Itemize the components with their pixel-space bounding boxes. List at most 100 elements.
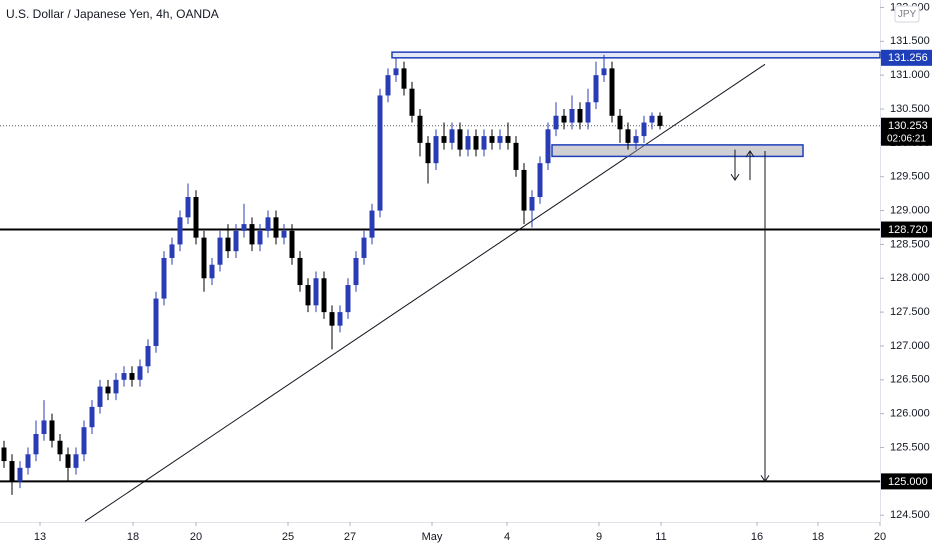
candle-body <box>441 136 447 143</box>
candle-body <box>577 109 583 123</box>
candle-body <box>601 68 607 76</box>
y-tick-label: 127.000 <box>890 340 930 352</box>
candle-body <box>41 420 47 434</box>
candle-body <box>345 285 351 313</box>
axes: 124.500 125.000 125.500 126.000 126.500 127.0… <box>34 1 932 543</box>
x-tick-label: 13 <box>34 531 46 543</box>
candle-body <box>1 447 7 462</box>
candle-body <box>65 454 71 468</box>
y-tick-label: 124.500 <box>890 509 930 521</box>
x-tick-label: May <box>422 531 443 543</box>
x-tick-label: 4 <box>504 531 510 543</box>
countdown-label: 02:06:21 <box>887 133 926 144</box>
candle-body <box>209 264 215 279</box>
y-tick-label: 131.500 <box>890 35 930 47</box>
candle-body <box>73 454 79 468</box>
candle-body <box>121 373 127 380</box>
x-tick-label: 16 <box>751 531 763 543</box>
x-tick-label: 25 <box>282 531 294 543</box>
x-tick-label: 9 <box>596 531 602 543</box>
y-tick-label: 131.000 <box>890 69 930 81</box>
candle-body <box>537 163 543 198</box>
candle-body <box>193 197 199 238</box>
y-tick-label: 128.500 <box>890 238 930 250</box>
x-tick-label: 11 <box>655 531 666 543</box>
candle-body <box>553 115 559 130</box>
candle-body <box>417 115 423 143</box>
y-tick-label: 130.500 <box>890 103 930 115</box>
candle-body <box>321 278 327 313</box>
candle-body <box>585 102 591 123</box>
candle-body <box>129 373 135 380</box>
candle-body <box>217 237 223 265</box>
y-tick-label: 128.000 <box>890 272 930 284</box>
candle-body <box>57 440 63 455</box>
chart-title: U.S. Dollar / Japanese Yen, 4h, OANDA <box>6 7 219 21</box>
candle-body <box>177 217 183 245</box>
candle-body <box>505 136 511 143</box>
currency-badge[interactable] <box>894 5 920 23</box>
candle-body <box>49 420 55 441</box>
candle-body <box>633 136 639 143</box>
y-tick-label: 127.500 <box>890 306 930 318</box>
candle-body <box>521 169 527 211</box>
candle-body <box>481 136 487 150</box>
candle-body <box>17 467 23 482</box>
level-price-label: 128.720 <box>888 224 928 236</box>
y-tick-label: 126.500 <box>890 374 930 386</box>
candle-body <box>249 224 255 245</box>
candle-body <box>97 386 103 407</box>
candle-body <box>593 75 599 103</box>
candle-body <box>233 230 239 252</box>
candle-body <box>169 244 175 258</box>
candle-body <box>385 75 391 96</box>
candle-body <box>257 230 263 245</box>
support-zone <box>551 144 804 158</box>
candle-body <box>145 345 151 367</box>
plot-area <box>0 51 881 522</box>
candle-body <box>465 136 471 150</box>
candle-body <box>201 237 207 279</box>
candle-body <box>353 257 359 286</box>
candle-body <box>401 68 407 89</box>
candle-body <box>185 197 191 218</box>
candle-body <box>289 230 295 258</box>
candle-body <box>489 136 495 143</box>
candle-body <box>33 433 39 455</box>
candle-body <box>657 115 663 126</box>
candle-body <box>561 115 567 123</box>
resistance-price-label: 131.256 <box>888 52 928 64</box>
candle-body <box>369 210 375 238</box>
candle-body <box>137 366 143 380</box>
y-tick-label: 129.500 <box>890 171 930 183</box>
x-tick-label: 27 <box>344 531 356 543</box>
candle-body <box>161 257 167 299</box>
resistance-price-label-box <box>881 49 932 66</box>
candle-body <box>25 454 31 468</box>
candle-body <box>529 197 535 211</box>
candle-body <box>641 122 647 137</box>
candle-body <box>241 224 247 231</box>
candle-body <box>649 115 655 123</box>
last-price-box <box>881 117 932 146</box>
candle-body <box>281 230 287 238</box>
candle-body <box>609 68 615 116</box>
candle-body <box>225 237 231 252</box>
y-tick-label: 126.000 <box>890 408 930 420</box>
candle-body <box>361 237 367 258</box>
candle-body <box>297 257 303 286</box>
arrow-head <box>760 475 770 483</box>
currency-label: JPY <box>898 9 917 20</box>
y-tick-label: 129.000 <box>890 204 930 216</box>
level-price-label: 125.000 <box>888 476 928 488</box>
candle-body <box>273 217 279 238</box>
last-price-label: 130.253 <box>888 120 928 132</box>
candle-body <box>425 142 431 164</box>
candle-body <box>473 136 479 150</box>
candle-body <box>329 312 335 326</box>
candle-body <box>265 217 271 231</box>
arrow-head <box>745 150 755 158</box>
candle-body <box>569 109 575 123</box>
x-tick-label: 18 <box>127 531 139 543</box>
